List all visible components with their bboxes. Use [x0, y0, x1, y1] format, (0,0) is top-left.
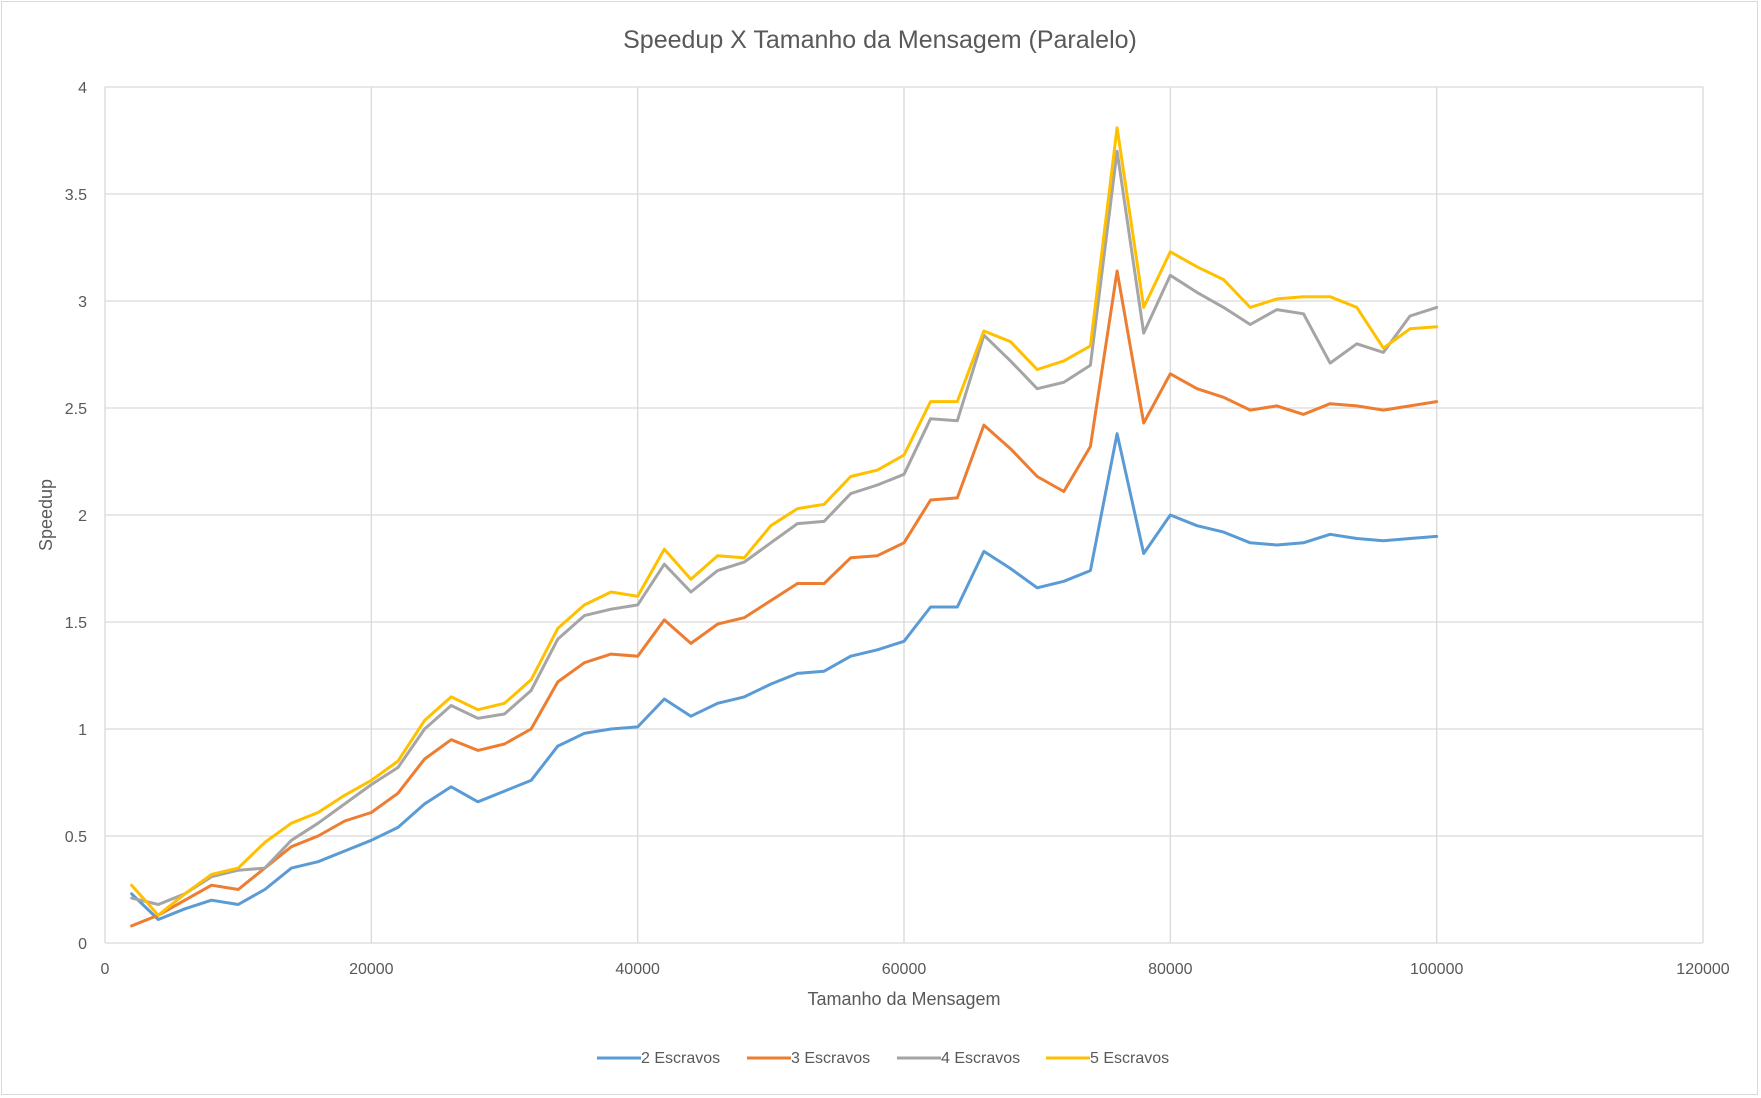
y-tick-label: 1	[78, 722, 87, 739]
series-line-5-escravos	[130, 126, 1439, 917]
gridlines	[104, 86, 1704, 944]
legend-label: 4 Escravos	[941, 1050, 1020, 1067]
x-tick-label: 60000	[882, 961, 927, 978]
x-tick-label: 20000	[349, 961, 394, 978]
chart-title: Speedup X Tamanho da Mensagem (Paralelo)	[623, 26, 1137, 54]
y-tick-label: 1.5	[65, 615, 87, 632]
legend-item: 3 Escravos	[747, 1050, 870, 1067]
legend-label: 5 Escravos	[1090, 1050, 1169, 1067]
x-tick-label: 0	[101, 961, 110, 978]
series-line-4-escravos	[130, 149, 1439, 906]
y-axis-label: Speedup	[36, 479, 56, 551]
y-tick-label: 3	[78, 294, 87, 311]
legend-item: 2 Escravos	[597, 1050, 720, 1067]
y-tick-label: 4	[78, 80, 87, 97]
x-axis-label: Tamanho da Mensagem	[807, 989, 1000, 1009]
series-line-2-escravos	[130, 432, 1439, 921]
y-axis-ticks: 0 0.5 1 1.5 2 2.5 3 3.5 4	[65, 80, 87, 953]
x-tick-label: 80000	[1148, 961, 1193, 978]
legend-item: 5 Escravos	[1046, 1050, 1169, 1067]
y-tick-label: 3.5	[65, 187, 87, 204]
series-lines	[130, 126, 1439, 928]
legend-label: 2 Escravos	[641, 1050, 720, 1067]
x-tick-label: 100000	[1410, 961, 1463, 978]
x-axis-ticks: 0 20000 40000 60000 80000 100000 120000	[101, 961, 1730, 978]
y-tick-label: 2	[78, 508, 87, 525]
legend: 2 Escravos 3 Escravos 4 Escravos 5 Escravos	[597, 1050, 1169, 1067]
x-tick-label: 40000	[615, 961, 660, 978]
x-tick-label: 120000	[1676, 961, 1729, 978]
series-line-3-escravos	[130, 269, 1439, 928]
legend-item: 4 Escravos	[897, 1050, 1020, 1067]
legend-label: 3 Escravos	[791, 1050, 870, 1067]
y-tick-label: 0.5	[65, 829, 87, 846]
y-tick-label: 2.5	[65, 401, 87, 418]
y-tick-label: 0	[78, 936, 87, 953]
